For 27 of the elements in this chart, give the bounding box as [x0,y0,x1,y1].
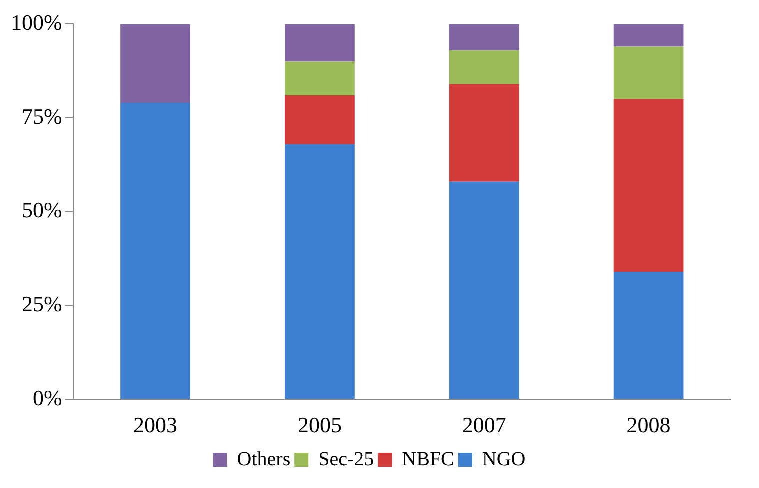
bar [285,24,355,62]
bar [614,99,684,272]
y-tick-label: 25% [22,292,62,317]
bar [449,182,520,400]
x-tick-label: 2007 [462,412,506,438]
bar [449,24,520,50]
y-tick-label: 75% [22,104,62,129]
legend-label: NBFC [402,448,454,470]
bar [120,24,190,104]
x-tick-label: 2005 [298,412,342,438]
bar [285,62,355,96]
bar [285,144,355,400]
x-tick-label: 2008 [626,412,671,438]
bar [120,103,190,400]
bar [285,96,355,144]
legend-label: NGO [482,448,526,470]
legend-label: Others [237,448,291,470]
y-tick-label: 100% [11,10,62,35]
bar [614,272,684,400]
x-tick-label: 2003 [134,412,178,438]
bar [614,46,684,100]
y-tick-label: 50% [22,198,62,223]
y-tick-label: 0% [33,385,62,410]
legend-label: Sec-25 [318,448,374,470]
bar [449,50,520,84]
bar [614,24,684,47]
bar [449,84,520,182]
